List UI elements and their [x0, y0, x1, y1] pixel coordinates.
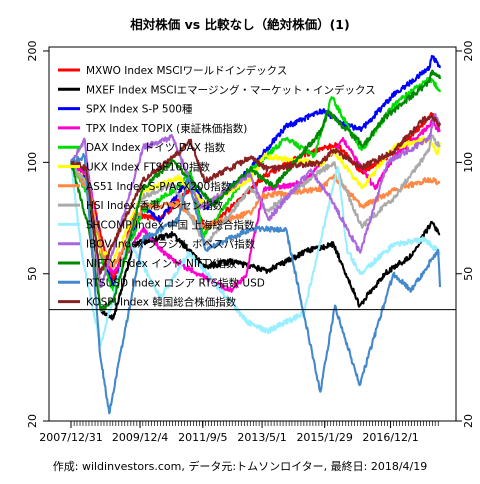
legend-label: TPX Index TOPIX (東証株価指数): [85, 122, 247, 135]
x-tick-label: 2007/12/31: [39, 431, 102, 444]
legend-label: AS51 Index S-P/ASX200指数: [86, 180, 232, 193]
plot-area: [49, 54, 456, 415]
y-tick-label-right: 200: [462, 40, 475, 61]
legend-label: UKX Index FTSE100指数: [86, 161, 210, 174]
legend-label: HSI Index 香港ハンセン指数: [86, 199, 224, 212]
x-tick-label: 2009/12/4: [112, 431, 168, 444]
y-tick-label-left: 20: [26, 414, 39, 428]
legend-label: IBOV Index ブラジル ボベスパ指数: [86, 238, 256, 251]
legend-label: SHCOMP Index 中国 上海総合指数: [86, 218, 255, 231]
legend-label: RTSUSD Index ロシア RTS指数 USD: [86, 276, 265, 289]
legend-label: NIFTY Index インド NIFTY指数: [86, 257, 237, 270]
y-tick-label-left: 200: [26, 40, 39, 61]
series-line: [70, 134, 441, 313]
y-tick-label-right: 50: [462, 267, 475, 281]
chart-footer-credit: 作成: wildinvestors.com, データ元:トムソンロイター, 最終…: [53, 459, 427, 473]
legend-label: MXEF Index MSCIエマージング・マーケット・インデックス: [86, 83, 376, 96]
legend-label: KOSPI Index 韓国総合株価指数: [86, 296, 237, 309]
x-tick-label: 2011/9/5: [178, 431, 227, 444]
series-line: [70, 115, 441, 275]
series-line: [70, 69, 442, 312]
y-tick-label-left: 50: [26, 267, 39, 281]
legend: MXWO Index MSCIワールドインデックス MXEF Index MSCI…: [58, 64, 376, 309]
axes: 20 20 50 50 100 100 200 200 2007/12/31 2009/12/4 2…: [26, 40, 475, 444]
y-tick-label-right: 100: [462, 152, 475, 173]
plot-frame: [48, 46, 457, 422]
chart-title: 相対株価 vs 比較なし（絶対株価）(1): [130, 17, 349, 32]
y-tick-label-right: 20: [462, 414, 475, 428]
x-tick-label: 2015/1/29: [296, 431, 352, 444]
x-tick-label: 2016/12/1: [362, 431, 418, 444]
series-line: [69, 113, 441, 289]
y-tick-label-left: 100: [26, 152, 39, 173]
x-tick-label: 2013/5/1: [237, 431, 286, 444]
legend-label: SPX Index S-P 500種: [86, 103, 193, 116]
series-line: [69, 162, 441, 347]
legend-label: DAX Index ドイツ DAX 指数: [86, 141, 226, 154]
legend-label: MXWO Index MSCIワールドインデックス: [86, 64, 287, 77]
series-line: [70, 152, 442, 415]
